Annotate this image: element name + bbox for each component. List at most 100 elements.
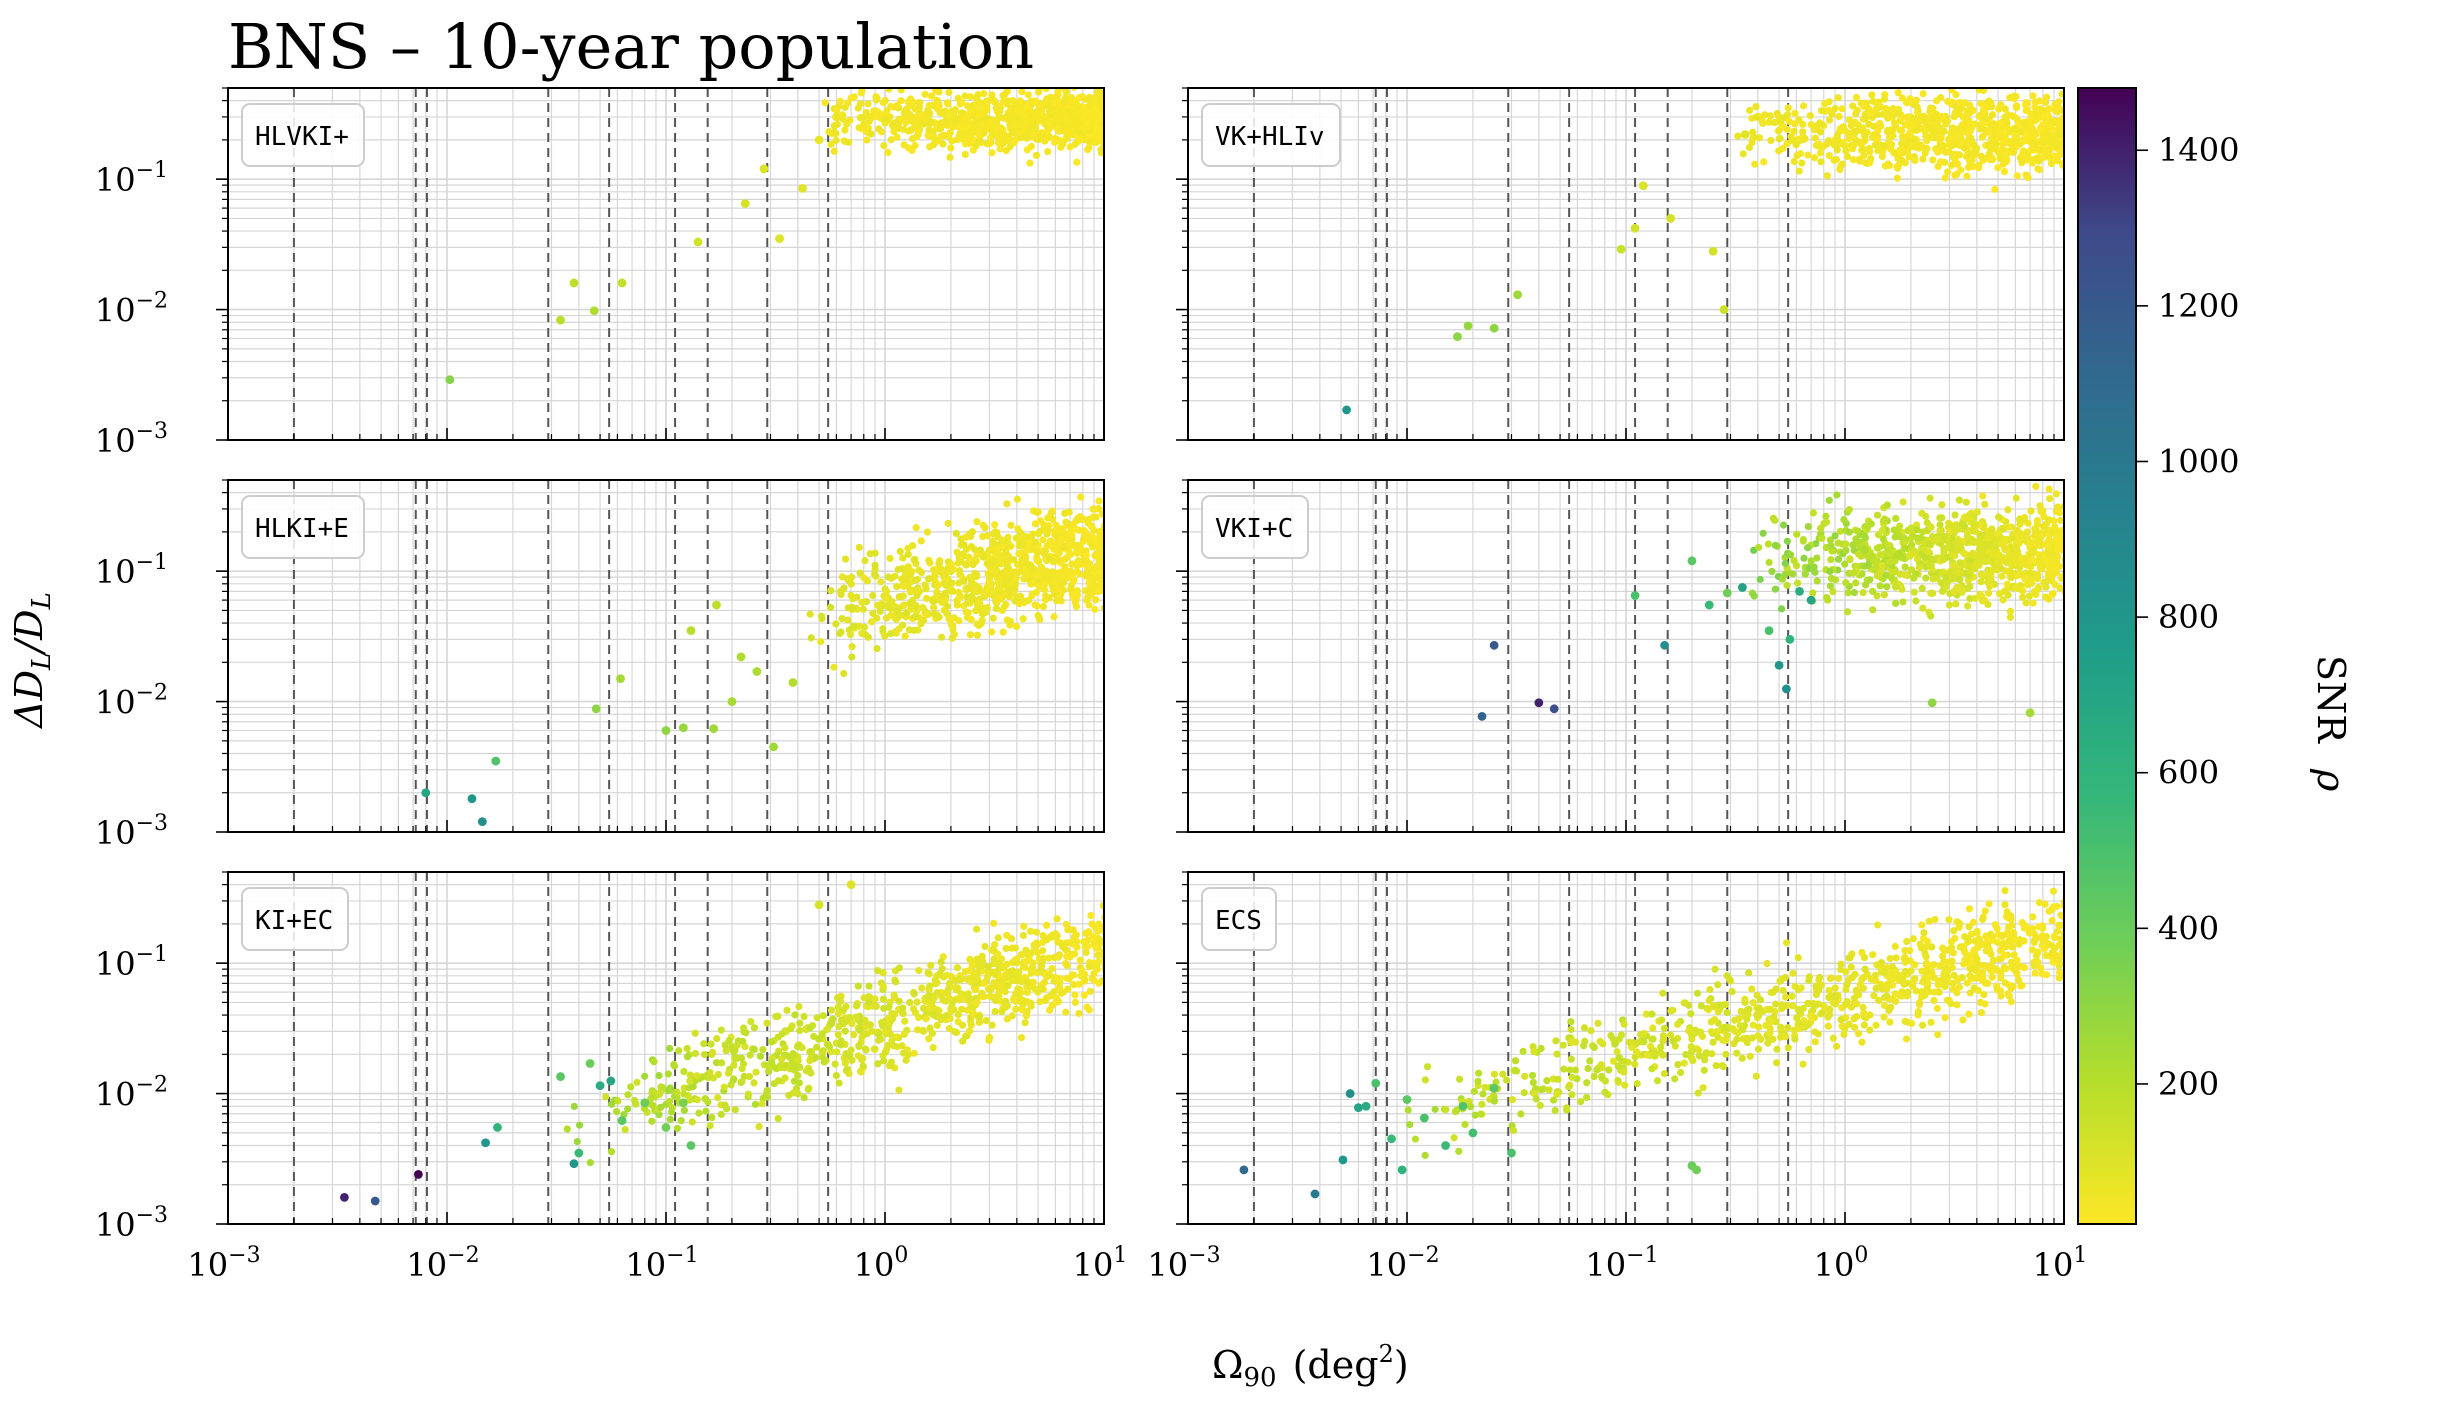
scatter-point: [1108, 104, 1115, 111]
scatter-point: [854, 982, 862, 990]
scatter-point: [1767, 136, 1775, 145]
scatter-point: [1878, 561, 1886, 570]
scatter-point: [2061, 143, 2064, 151]
scatter-point: [1849, 541, 1857, 549]
scatter-point: [1996, 154, 2004, 163]
scatter-point: [1072, 525, 1080, 533]
scatter-point: [1098, 527, 1104, 535]
scatter-point: [1910, 588, 1918, 596]
scatter-point: [2041, 98, 2050, 107]
scatter-point: [1817, 120, 1825, 128]
scatter-point: [1059, 943, 1067, 951]
scatter-point: [2028, 556, 2036, 564]
panel-label: HLKI+E: [255, 514, 349, 544]
scatter-point: [1765, 118, 1773, 126]
scatter-point: [769, 742, 779, 752]
scatter-point: [2068, 122, 2075, 129]
scatter-point: [899, 554, 907, 562]
scatter-point: [1889, 105, 1897, 113]
scatter-point: [919, 120, 928, 128]
scatter-point: [767, 1038, 776, 1046]
scatter-point: [1996, 590, 2004, 598]
scatter-point: [1817, 107, 1826, 115]
scatter-point: [1785, 117, 1794, 125]
scatter-point: [1089, 513, 1097, 521]
scatter-point: [922, 594, 931, 602]
scatter-point: [2070, 550, 2077, 557]
scatter-point: [921, 90, 929, 98]
scatter-point: [1864, 561, 1872, 569]
y-tick-base: 10: [95, 161, 136, 199]
scatter-point: [1781, 113, 1789, 122]
y-tick-exponent: −2: [136, 289, 168, 314]
scatter-point: [2051, 100, 2059, 108]
scatter-point: [1109, 919, 1116, 926]
scatter-point: [902, 1056, 910, 1064]
scatter-point: [1004, 585, 1012, 593]
scatter-point: [1962, 498, 1970, 506]
scatter-point: [1826, 567, 1834, 575]
scatter-point: [650, 1058, 658, 1066]
scatter-point: [1790, 127, 1798, 135]
scatter-point: [686, 626, 696, 636]
scatter-point: [832, 112, 841, 122]
panel-label-box: [241, 103, 365, 167]
scatter-point: [661, 726, 671, 735]
scatter-point: [944, 519, 952, 528]
scatter-point: [1966, 595, 1974, 603]
scatter-point: [991, 123, 999, 131]
scatter-point: [2003, 523, 2012, 531]
scatter-point: [1110, 515, 1117, 522]
scatter-point: [907, 605, 915, 613]
scatter-point: [2068, 535, 2075, 542]
scatter-point: [2011, 559, 2019, 567]
scatter-point: [1766, 112, 1774, 120]
scatter-point: [1047, 509, 1055, 517]
scatter-point: [891, 976, 899, 984]
scatter-point: [1108, 121, 1115, 128]
scatter-point: [847, 94, 855, 102]
scatter-point: [1101, 966, 1104, 973]
scatter-point: [2068, 560, 2075, 567]
scatter-point: [1869, 587, 1877, 595]
scatter-point: [2069, 149, 2076, 156]
scatter-point: [1922, 563, 1930, 571]
scatter-point: [2066, 120, 2073, 127]
scatter-point: [1097, 132, 1104, 140]
scatter-point: [903, 109, 912, 117]
scatter-point: [1106, 545, 1113, 552]
scatter-point: [1813, 554, 1821, 562]
scatter-point: [869, 591, 877, 600]
scatter-point: [902, 575, 910, 584]
scatter-point: [1994, 529, 2002, 537]
scatter-point: [1946, 527, 1954, 535]
scatter-point: [1092, 596, 1100, 604]
scatter-point: [1106, 557, 1113, 564]
scatter-point: [1960, 549, 1968, 558]
scatter-point: [1109, 968, 1116, 975]
scatter-point: [2029, 92, 2037, 100]
scatter-point: [1844, 589, 1852, 597]
scatter-point: [1937, 93, 1945, 102]
scatter-point: [1104, 959, 1111, 966]
scatter-point: [1843, 608, 1852, 616]
scatter-point: [1091, 505, 1099, 513]
scatter-point: [2067, 161, 2074, 168]
scatter-point: [919, 1004, 928, 1012]
scatter-point: [2070, 121, 2077, 128]
scatter-point: [2046, 564, 2054, 572]
scatter-point: [2071, 563, 2078, 570]
scatter-point: [1795, 586, 1804, 596]
scatter-point: [1850, 141, 1858, 149]
scatter-point: [882, 594, 890, 602]
scatter-point: [1809, 589, 1817, 597]
scatter-point: [755, 1122, 763, 1131]
scatter-point: [1005, 116, 1013, 124]
scatter-point: [1879, 516, 1888, 525]
scatter-point: [1861, 532, 1869, 541]
scatter-point: [834, 1003, 842, 1011]
scatter-point: [1107, 119, 1114, 126]
scatter-point: [976, 1018, 984, 1026]
scatter-point: [1073, 567, 1081, 576]
scatter-point: [947, 615, 955, 624]
